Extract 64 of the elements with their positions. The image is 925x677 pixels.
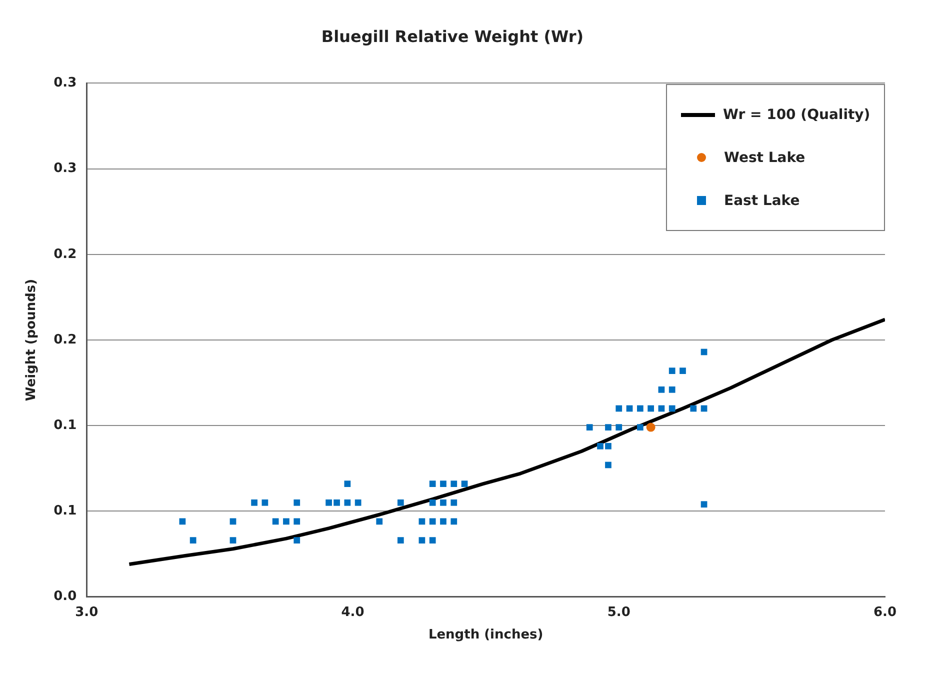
point	[605, 424, 612, 430]
point	[251, 499, 258, 506]
x-axis-title: Length (inches)	[428, 628, 544, 643]
y-tick-label: 0.1	[54, 504, 77, 519]
point	[450, 518, 458, 525]
point	[648, 405, 654, 412]
point	[636, 405, 644, 412]
point	[616, 424, 622, 430]
y-tick-label: 0.1	[54, 418, 77, 433]
x-tick-label: 3.0	[75, 604, 98, 620]
point	[376, 518, 383, 525]
legend-label: West Lake	[724, 150, 806, 166]
point	[450, 480, 458, 487]
y-tick-label: 0.0	[54, 589, 77, 604]
point	[616, 405, 622, 412]
point	[440, 518, 446, 525]
point	[668, 368, 676, 374]
point	[418, 537, 426, 544]
point	[294, 518, 300, 525]
legend-label: Wr = 100 (Quality)	[723, 106, 870, 123]
point	[429, 480, 436, 487]
point	[440, 480, 446, 487]
y-axis-title: Weight (pounds)	[24, 278, 40, 402]
point	[334, 499, 340, 506]
y-tick-label: 0.3	[54, 76, 77, 91]
point	[658, 386, 665, 393]
point	[668, 386, 676, 393]
y-tick-label: 0.2	[54, 246, 77, 262]
point	[440, 499, 446, 506]
point	[326, 499, 332, 506]
point	[294, 537, 300, 544]
point	[597, 442, 604, 450]
y-tick-label: 0.3	[54, 161, 77, 176]
x-tick-label: 5.0	[607, 604, 630, 620]
x-tick-label: 4.0	[341, 604, 364, 620]
point	[272, 518, 279, 525]
point	[262, 499, 268, 506]
y-tick-label: 0.2	[54, 332, 77, 348]
point	[450, 499, 458, 506]
point	[680, 368, 686, 374]
x-tick-label: 6.0	[873, 604, 897, 620]
point	[429, 537, 436, 544]
point	[668, 405, 676, 412]
point	[283, 518, 290, 525]
point	[700, 501, 708, 508]
point	[690, 405, 697, 412]
point	[190, 537, 196, 544]
point	[230, 537, 236, 544]
point	[461, 480, 468, 487]
point	[294, 499, 300, 506]
point	[354, 499, 362, 506]
point	[636, 424, 644, 430]
point	[397, 499, 404, 506]
point	[429, 499, 436, 506]
chart-title: Bluegill Relative Weight (Wr)	[321, 26, 584, 46]
point	[344, 480, 351, 487]
point	[646, 422, 656, 432]
point	[397, 537, 404, 544]
point	[344, 499, 351, 506]
legend-label: East Lake	[724, 192, 800, 209]
point	[605, 462, 612, 468]
point	[605, 442, 612, 450]
point	[586, 424, 593, 430]
point	[429, 518, 436, 525]
